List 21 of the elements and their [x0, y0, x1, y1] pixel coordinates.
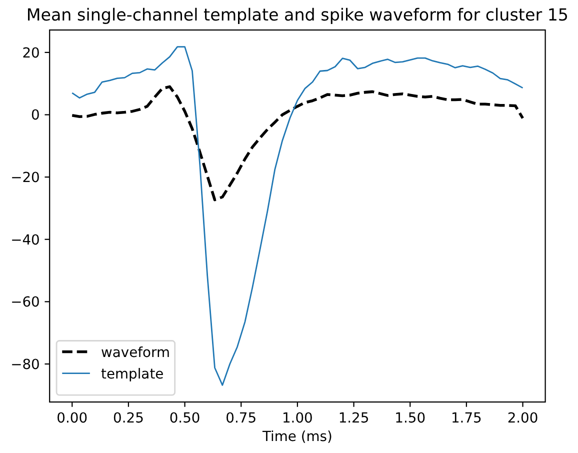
- x-tick-label: 1.25: [338, 410, 370, 426]
- legend-label: waveform: [101, 344, 170, 361]
- x-tick-label: 0.00: [56, 410, 88, 426]
- x-axis-title: Time (ms): [261, 429, 332, 446]
- y-tick-label: −40: [10, 232, 40, 248]
- x-tick-label: 2.00: [507, 410, 538, 426]
- chart-title: Mean single-channel template and spike waveform for cluster 15: [26, 6, 569, 25]
- line-series: [71, 46, 524, 386]
- line-series: [70, 85, 524, 202]
- x-tick-label: 1.50: [394, 410, 426, 426]
- y-tick-label: −80: [10, 356, 40, 373]
- x-tick-label: 0.25: [113, 410, 144, 426]
- y-tick-label: −60: [10, 294, 40, 311]
- legend-label: template: [101, 366, 164, 382]
- y-tick-label: 0: [31, 108, 40, 124]
- y-tick-label: −20: [10, 170, 40, 186]
- x-tick-label: 1.75: [450, 410, 482, 426]
- x-tick-label: 0.50: [169, 410, 200, 426]
- y-tick-label: 20: [22, 45, 40, 62]
- x-tick-label: 1.00: [282, 410, 313, 426]
- x-tick-label: 0.75: [226, 410, 257, 426]
